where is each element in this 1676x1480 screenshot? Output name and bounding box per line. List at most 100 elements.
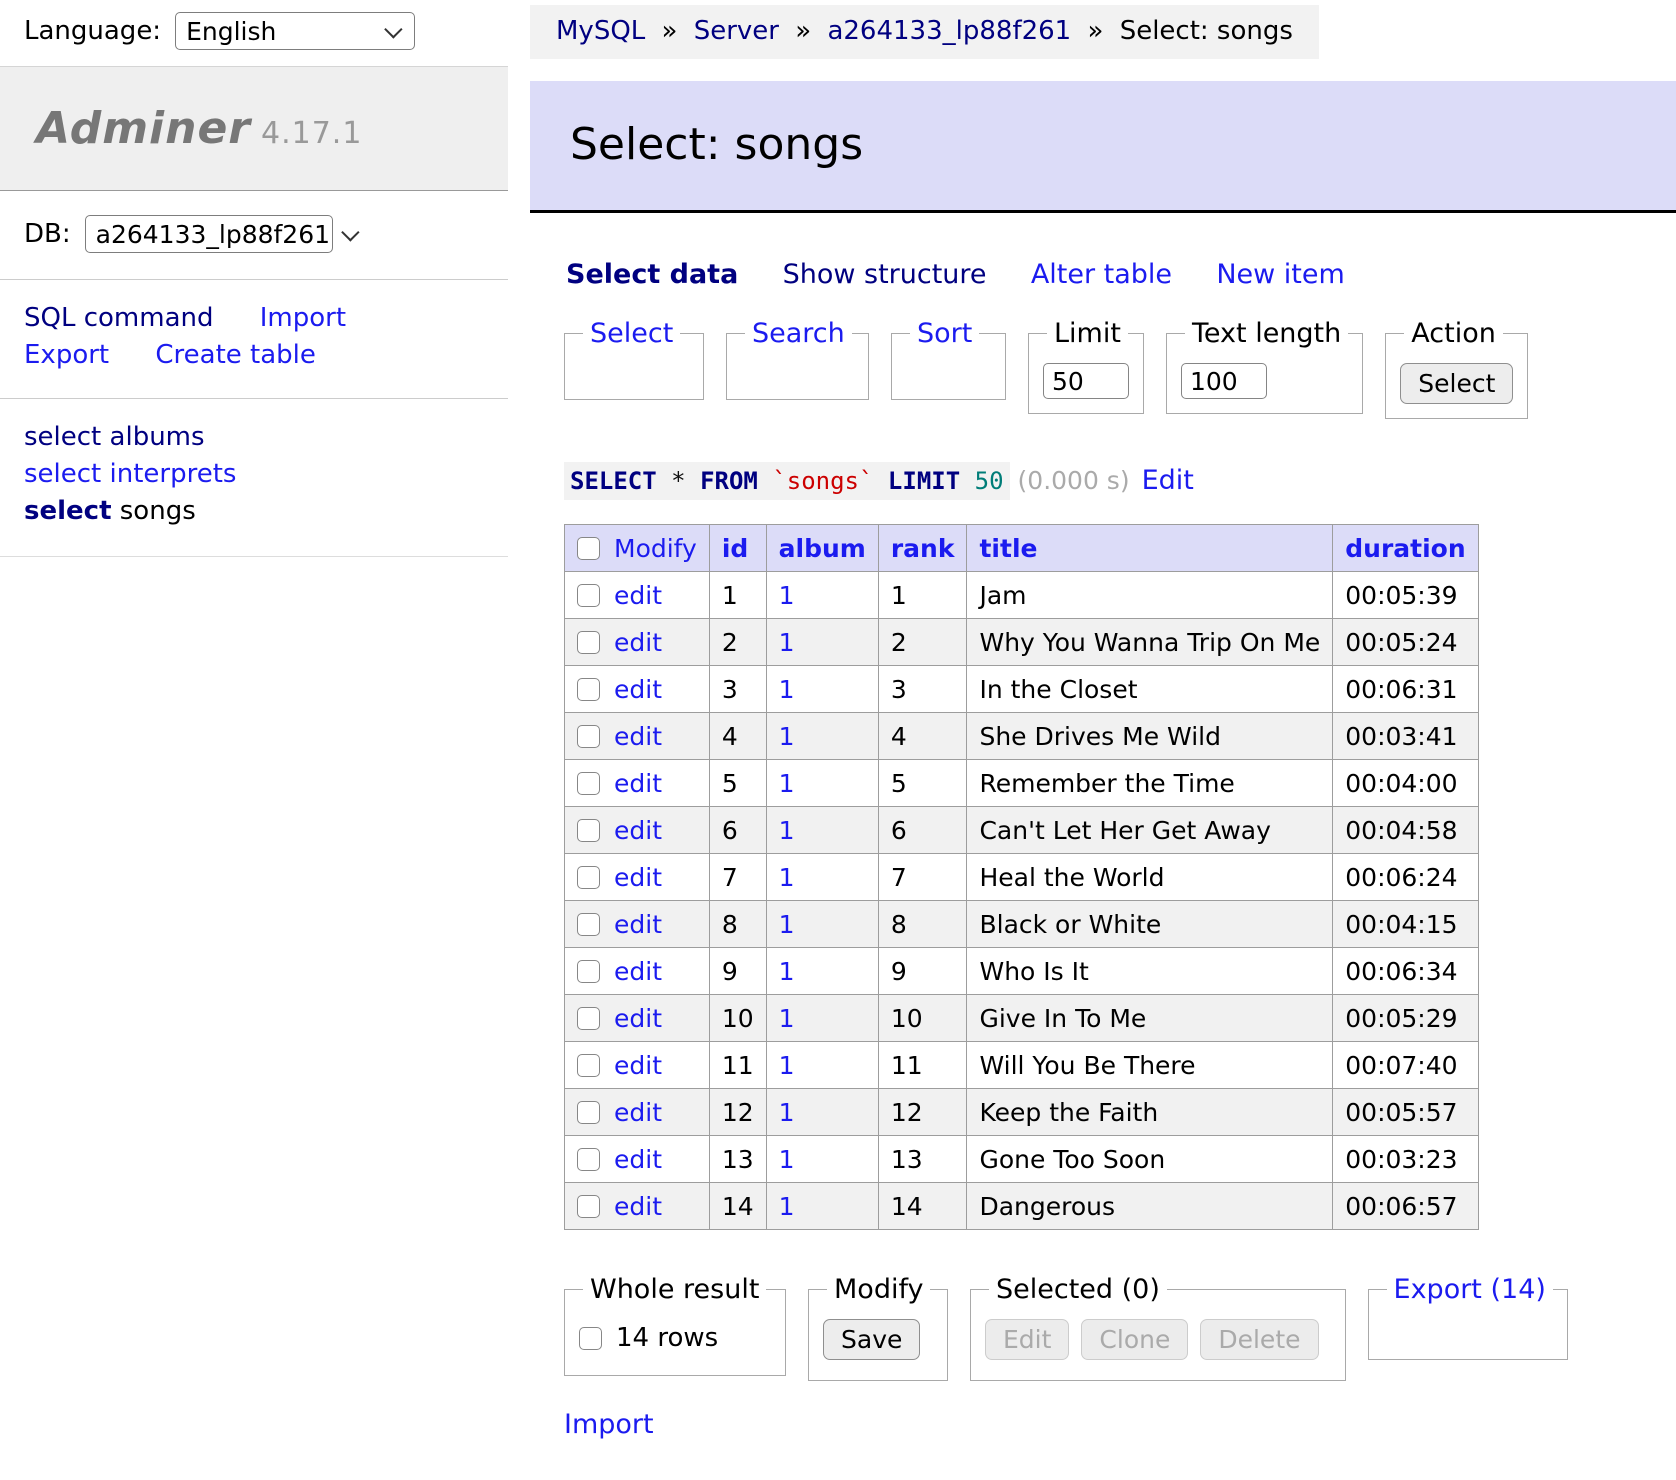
sidebar-link-create-table[interactable]: Create table — [155, 339, 316, 370]
sidebar-actions: SQL command Import Export Create table — [0, 280, 508, 399]
row-checkbox[interactable] — [577, 1147, 600, 1171]
row-checkbox[interactable] — [577, 865, 600, 889]
album-link[interactable]: 1 — [778, 1191, 795, 1221]
row-checkbox[interactable] — [577, 818, 600, 842]
row-edit-link[interactable]: edit — [614, 768, 662, 798]
clone-selected-button[interactable]: Clone — [1081, 1319, 1189, 1360]
row-checkbox[interactable] — [577, 630, 600, 654]
language-select[interactable]: English — [175, 12, 416, 50]
row-edit-link[interactable]: edit — [614, 580, 662, 610]
row-edit-link[interactable]: edit — [614, 721, 662, 751]
text-length-input[interactable] — [1181, 363, 1267, 399]
row-checkbox[interactable] — [577, 583, 600, 607]
table-row: edit 12 1 12 Keep the Faith 00:05:57 — [564, 1088, 1479, 1136]
tab-alter-table[interactable]: Alter table — [1030, 259, 1173, 290]
table-row: edit 11 1 11 Will You Be There 00:07:40 — [564, 1041, 1479, 1089]
row-edit-link[interactable]: edit — [614, 674, 662, 704]
app-logo[interactable]: Adminer 4.17.1 — [36, 103, 363, 154]
delete-selected-button[interactable]: Delete — [1200, 1319, 1319, 1360]
table-row: edit 5 1 5 Remember the Time 00:04:00 — [564, 759, 1479, 807]
album-link[interactable]: 1 — [778, 909, 795, 939]
row-edit-link[interactable]: edit — [614, 956, 662, 986]
breadcrumb-current: Select: songs — [1119, 16, 1293, 46]
album-link[interactable]: 1 — [778, 768, 795, 798]
breadcrumb-database-link[interactable]: a264133_lp88f261 — [827, 16, 1072, 46]
save-button[interactable]: Save — [823, 1319, 921, 1360]
table-row: edit 13 1 13 Gone Too Soon 00:03:23 — [564, 1135, 1479, 1183]
tab-show-structure[interactable]: Show structure — [782, 259, 987, 290]
interprets-table-link[interactable]: interprets — [109, 458, 237, 489]
id-cell: 13 — [708, 1135, 767, 1183]
row-checkbox[interactable] — [577, 959, 600, 983]
row-checkbox[interactable] — [577, 1100, 600, 1124]
album-column-header[interactable]: album — [778, 533, 866, 563]
breadcrumb-server-link[interactable]: Server — [693, 16, 779, 46]
breadcrumb-mysql-link[interactable]: MySQL — [556, 16, 646, 46]
album-link[interactable]: 1 — [778, 627, 795, 657]
album-link[interactable]: 1 — [778, 956, 795, 986]
duration-column-header[interactable]: duration — [1345, 533, 1466, 563]
search-fieldset-toggle[interactable]: Search — [752, 318, 845, 349]
tab-new-item[interactable]: New item — [1216, 259, 1345, 290]
edit-selected-button[interactable]: Edit — [985, 1319, 1070, 1360]
rank-column-header[interactable]: rank — [890, 533, 955, 563]
album-link[interactable]: 1 — [778, 1003, 795, 1033]
songs-table-link[interactable]: songs — [119, 495, 196, 526]
row-edit-link[interactable]: edit — [614, 1144, 662, 1174]
album-cell: 1 — [765, 853, 879, 901]
row-edit-link[interactable]: edit — [614, 815, 662, 845]
sidebar-link-export[interactable]: Export — [24, 339, 110, 370]
row-checkbox[interactable] — [577, 912, 600, 936]
id-column-header[interactable]: id — [721, 533, 749, 563]
select-interprets-link[interactable]: select — [24, 458, 102, 489]
row-edit-link[interactable]: edit — [614, 1050, 662, 1080]
title-column-header[interactable]: title — [979, 533, 1038, 563]
fieldset-search: Search — [726, 318, 869, 400]
select-songs-link[interactable]: select — [24, 495, 112, 526]
sidebar-item-albums: select albums — [24, 419, 508, 456]
modify-column-header[interactable]: Modify — [614, 533, 697, 563]
row-edit-link[interactable]: edit — [614, 862, 662, 892]
select-fieldset-toggle[interactable]: Select — [590, 318, 674, 349]
row-checkbox[interactable] — [577, 677, 600, 701]
row-edit-link[interactable]: edit — [614, 1191, 662, 1221]
limit-input[interactable] — [1043, 363, 1129, 399]
albums-table-link[interactable]: albums — [109, 421, 205, 452]
row-checkbox[interactable] — [577, 1194, 600, 1218]
select-albums-link[interactable]: select — [24, 421, 102, 452]
fieldset-limit: Limit — [1028, 318, 1144, 414]
album-link[interactable]: 1 — [778, 862, 795, 892]
row-edit-link[interactable]: edit — [614, 627, 662, 657]
rank-cell: 14 — [877, 1182, 968, 1230]
row-checkbox[interactable] — [577, 771, 600, 795]
row-checkbox[interactable] — [577, 1006, 600, 1030]
edit-query-link[interactable]: Edit — [1141, 465, 1194, 496]
row-edit-link[interactable]: edit — [614, 1097, 662, 1127]
db-select[interactable]: a264133_lp88f261 — [84, 215, 360, 253]
row-checkbox[interactable] — [577, 1053, 600, 1077]
album-link[interactable]: 1 — [778, 1144, 795, 1174]
album-link[interactable]: 1 — [778, 674, 795, 704]
select-all-checkbox[interactable] — [577, 536, 600, 560]
album-link[interactable]: 1 — [778, 1050, 795, 1080]
album-link[interactable]: 1 — [778, 721, 795, 751]
sidebar-item-interprets: select interprets — [24, 456, 508, 493]
row-edit-link[interactable]: edit — [614, 909, 662, 939]
text-length-legend: Text length — [1192, 318, 1342, 349]
sidebar-link-import[interactable]: Import — [259, 303, 347, 333]
export-fieldset-toggle[interactable]: Export (14) — [1393, 1274, 1546, 1305]
duration-cell: 00:07:40 — [1332, 1041, 1479, 1089]
tab-select-data[interactable]: Select data — [566, 259, 739, 290]
whole-result-checkbox[interactable] — [579, 1326, 602, 1350]
sort-fieldset-toggle[interactable]: Sort — [917, 318, 973, 349]
select-action-button[interactable]: Select — [1400, 363, 1514, 404]
sidebar-link-sql-command[interactable]: SQL command — [24, 303, 214, 333]
row-edit-link[interactable]: edit — [614, 1003, 662, 1033]
album-link[interactable]: 1 — [778, 1097, 795, 1127]
table-row: edit 14 1 14 Dangerous 00:06:57 — [564, 1182, 1479, 1230]
import-link[interactable]: Import — [564, 1409, 654, 1440]
album-link[interactable]: 1 — [778, 580, 795, 610]
row-checkbox[interactable] — [577, 724, 600, 748]
title-cell: Jam — [966, 571, 1334, 619]
album-link[interactable]: 1 — [778, 815, 795, 845]
